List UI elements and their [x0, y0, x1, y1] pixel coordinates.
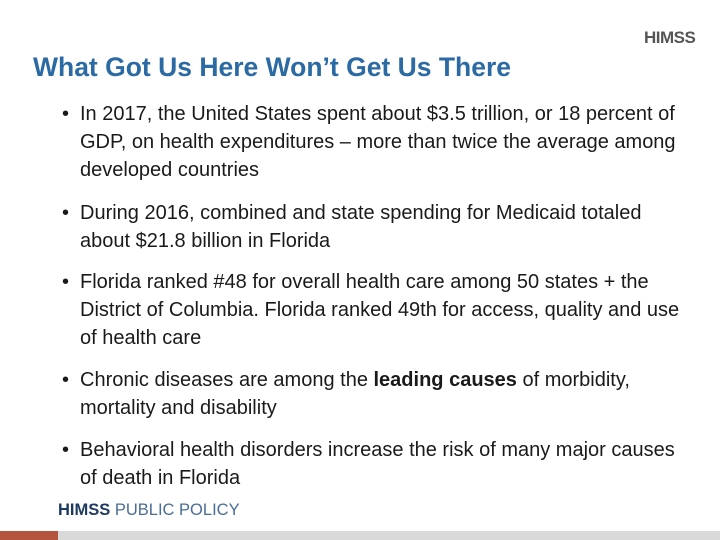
bullet: Behavioral health disorders increase the… — [62, 436, 695, 492]
bullet: Florida ranked #48 for overall health ca… — [62, 268, 695, 352]
footer-brand: HIMSS — [58, 501, 111, 519]
bullet-text: In 2017, the United States spent about $… — [80, 103, 676, 181]
bullet: In 2017, the United States spent about $… — [62, 100, 695, 184]
bullet-text: Chronic diseases are among the — [80, 369, 374, 391]
bullet-text: Behavioral health disorders increase the… — [80, 439, 675, 489]
bullet-text: of morbidity, mortality and disability — [80, 369, 630, 419]
logo: HIMSS — [644, 28, 696, 47]
bullet-emphasis: leading causes — [373, 369, 517, 391]
bullet-text: During 2016, combined and state spending… — [80, 202, 642, 252]
bullet: Chronic diseases are among the leading c… — [62, 366, 695, 422]
bullet-text: Florida ranked #48 for overall health ca… — [80, 271, 680, 349]
footer-label: PUBLIC POLICY — [114, 501, 240, 519]
footer: HIMSS PUBLIC POLICY — [58, 501, 240, 520]
footer-bar — [58, 531, 720, 540]
slide-title: What Got Us Here Won’t Get Us There — [33, 52, 512, 82]
footer-bar-accent — [0, 531, 58, 540]
bullet: During 2016, combined and state spending… — [62, 199, 695, 255]
